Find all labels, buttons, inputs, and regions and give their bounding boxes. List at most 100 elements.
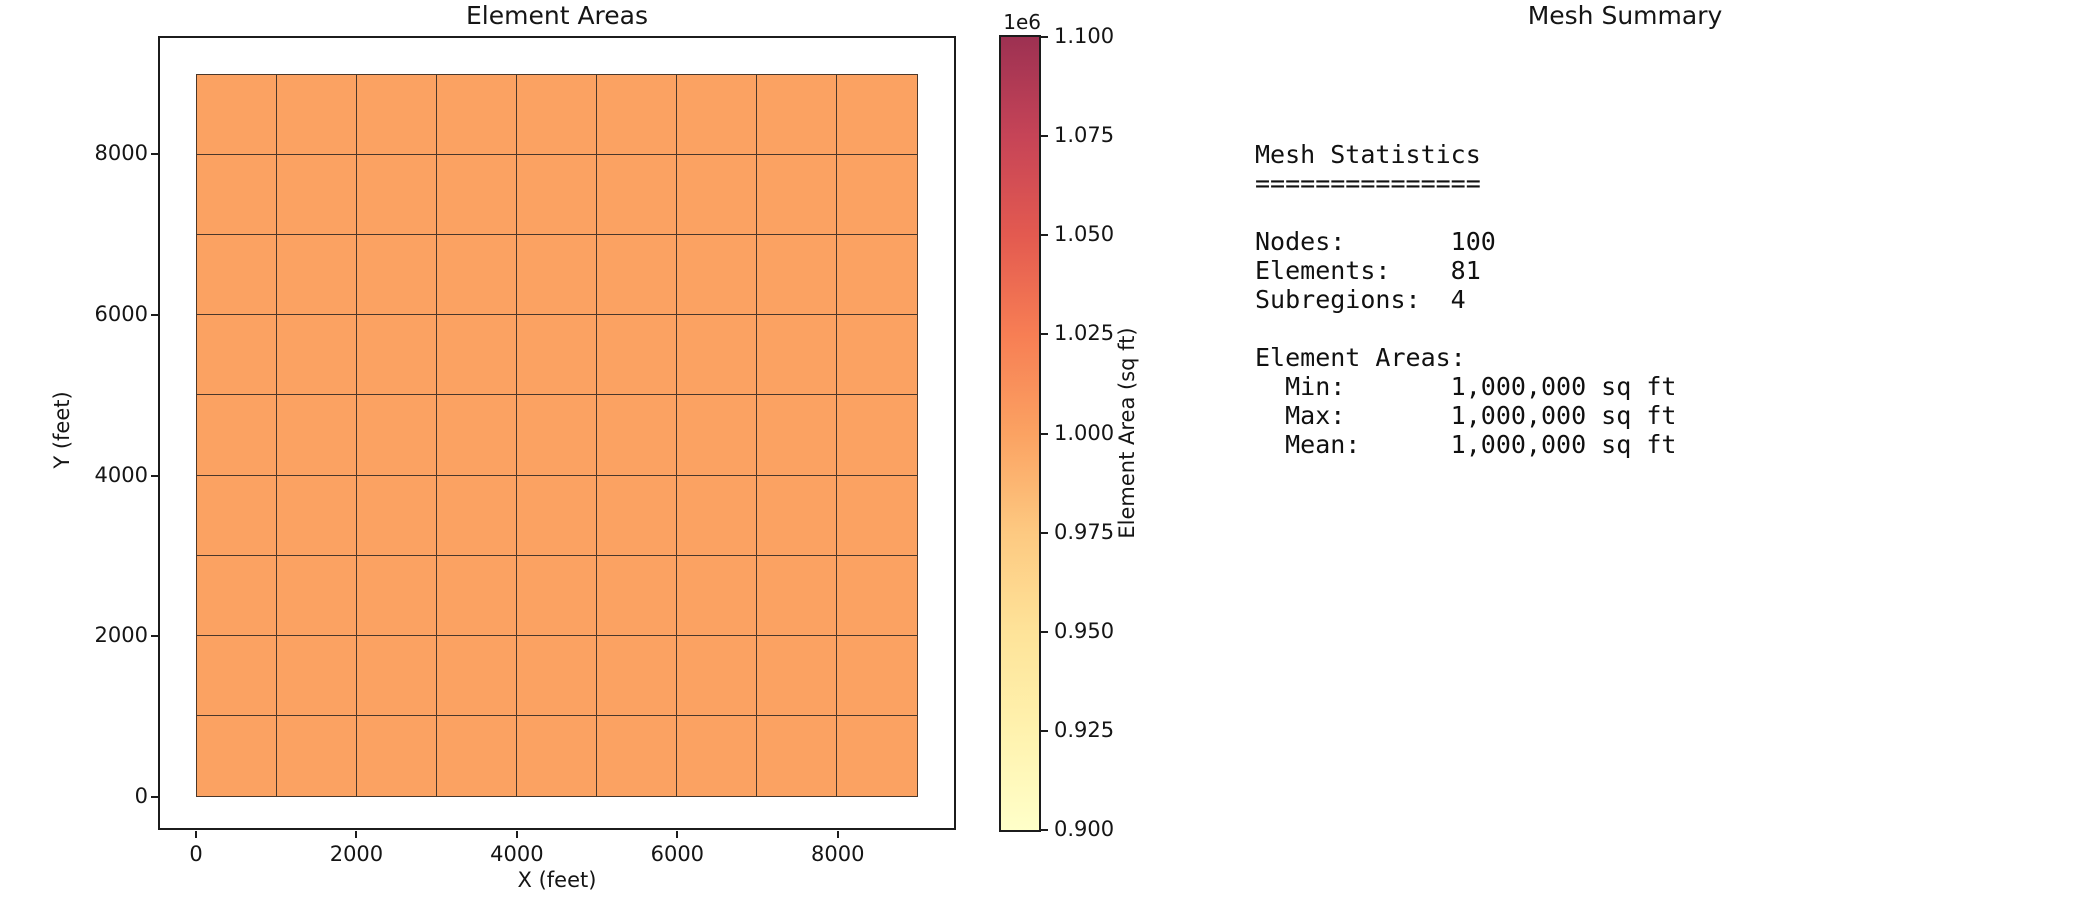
colorbar-tick-label: 0.950 xyxy=(1054,618,1115,643)
y-tick-label: 8000 xyxy=(94,141,148,166)
mesh-cell xyxy=(677,715,757,796)
mesh-cell xyxy=(517,635,597,716)
mesh-cell xyxy=(597,555,677,636)
mesh-cell xyxy=(517,155,597,236)
x-axis-label: X (feet) xyxy=(517,868,597,892)
y-tick-label: 6000 xyxy=(94,302,148,327)
mesh-cell xyxy=(197,235,277,316)
mesh-cell xyxy=(357,395,437,476)
y-tick-label: 4000 xyxy=(94,462,148,487)
mesh-cell xyxy=(757,475,837,556)
mesh-cell xyxy=(437,155,517,236)
x-tick-label: 0 xyxy=(189,842,203,866)
mesh-cell xyxy=(517,475,597,556)
mesh-cell xyxy=(437,75,517,156)
mesh-grid xyxy=(196,74,918,797)
mesh-cell xyxy=(837,395,917,476)
y-tick-mark xyxy=(151,153,158,156)
mesh-cell xyxy=(277,155,357,236)
y-tick-label: 2000 xyxy=(94,623,148,648)
mesh-cell xyxy=(757,75,837,156)
colorbar-tick-mark xyxy=(1041,829,1048,831)
mesh-cell xyxy=(677,75,757,156)
mesh-cell xyxy=(597,635,677,716)
y-tick-label: 0 xyxy=(134,784,148,809)
mesh-cell xyxy=(517,315,597,396)
mesh-cell xyxy=(837,315,917,396)
y-tick-mark xyxy=(151,474,158,477)
mesh-cell xyxy=(357,635,437,716)
mesh-cell xyxy=(357,475,437,556)
mesh-cell xyxy=(277,75,357,156)
mesh-cell xyxy=(277,395,357,476)
colorbar-tick-mark xyxy=(1041,36,1048,38)
mesh-cell xyxy=(517,555,597,636)
mesh-cell xyxy=(277,475,357,556)
mesh-cell xyxy=(677,235,757,316)
mesh-cell xyxy=(197,75,277,156)
x-tick-mark xyxy=(195,831,197,838)
colorbar-tick-label: 0.900 xyxy=(1054,817,1115,842)
mesh-cell xyxy=(357,715,437,796)
colorbar-offset-text: 1e6 xyxy=(1003,10,1041,34)
mesh-cell xyxy=(197,395,277,476)
y-axis-label: Y (feet) xyxy=(50,391,74,469)
colorbar-tick-mark xyxy=(1041,729,1048,732)
mesh-cell xyxy=(517,715,597,796)
colorbar-tick-label: 0.975 xyxy=(1054,519,1115,544)
mesh-cell xyxy=(677,555,757,636)
x-tick-label: 6000 xyxy=(650,842,705,866)
mesh-cell xyxy=(597,235,677,316)
mesh-cell xyxy=(597,155,677,236)
mesh-cell xyxy=(757,395,837,476)
mesh-cell xyxy=(757,555,837,636)
mesh-cell xyxy=(437,715,517,796)
mesh-cell xyxy=(757,235,837,316)
mesh-cell xyxy=(437,635,517,716)
colorbar-tick-mark xyxy=(1041,432,1048,435)
x-tick-mark xyxy=(355,831,358,838)
mesh-cell xyxy=(597,395,677,476)
mesh-cell xyxy=(677,315,757,396)
colorbar-tick-label: 1.000 xyxy=(1054,420,1115,445)
colorbar-label: Element Area (sq ft) xyxy=(1115,327,1139,539)
mesh-cell xyxy=(597,475,677,556)
mesh-cell xyxy=(277,555,357,636)
mesh-cell xyxy=(437,555,517,636)
colorbar-tick-label: 1.075 xyxy=(1054,123,1115,148)
colorbar-tick-mark xyxy=(1041,630,1048,633)
mesh-cell xyxy=(597,315,677,396)
mesh-cell xyxy=(597,75,677,156)
mesh-cell xyxy=(437,235,517,316)
mesh-cell xyxy=(757,715,837,796)
mesh-cell xyxy=(437,395,517,476)
mesh-cell xyxy=(437,315,517,396)
y-tick-mark xyxy=(151,796,158,798)
mesh-cell xyxy=(757,635,837,716)
mesh-cell xyxy=(277,315,357,396)
mesh-cell xyxy=(677,395,757,476)
mesh-cell xyxy=(837,716,917,796)
mesh-cell xyxy=(357,155,437,236)
y-tick-mark xyxy=(151,314,158,316)
mesh-cell xyxy=(517,235,597,316)
colorbar-tick-mark xyxy=(1041,234,1048,237)
mesh-cell xyxy=(517,395,597,476)
mesh-cell xyxy=(677,475,757,556)
mesh-cell xyxy=(517,75,597,156)
x-tick-label: 4000 xyxy=(490,842,544,866)
mesh-cell xyxy=(837,155,917,236)
mesh-cell xyxy=(197,315,277,396)
mesh-cell xyxy=(277,635,357,716)
mesh-cell xyxy=(597,715,677,796)
colorbar-tick-label: 1.025 xyxy=(1054,321,1115,346)
mesh-cell xyxy=(437,475,517,556)
x-tick-mark xyxy=(676,831,679,838)
colorbar-tick-label: 1.100 xyxy=(1054,24,1115,49)
mesh-cell xyxy=(277,715,357,796)
colorbar-tick-mark xyxy=(1041,333,1048,336)
colorbar-tick-mark xyxy=(1041,135,1048,138)
mesh-cell xyxy=(837,476,917,556)
colorbar-tick-label: 0.925 xyxy=(1054,717,1115,742)
x-tick-mark xyxy=(515,831,518,838)
